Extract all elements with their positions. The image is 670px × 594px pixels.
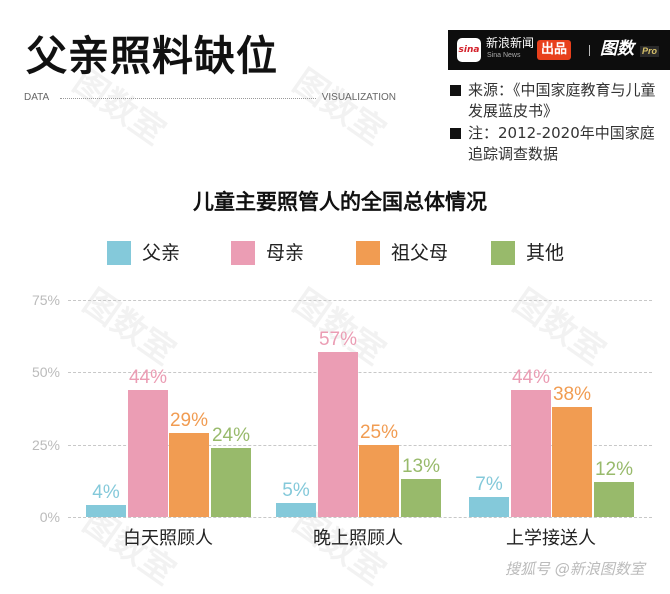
bar: [128, 390, 168, 517]
legend-label: 母亲: [266, 242, 305, 264]
subline-left: DATA: [24, 92, 50, 103]
legend-swatch: [107, 241, 131, 265]
legend-swatch: [491, 241, 515, 265]
legend-label: 父亲: [142, 242, 181, 264]
bullet-square-icon: [450, 85, 461, 96]
subline-right: VISUALIZATION: [321, 92, 396, 103]
gridline: [68, 517, 652, 518]
bar-value-label: 13%: [401, 456, 441, 477]
bar: [169, 433, 209, 517]
bullet-square-icon: [450, 128, 461, 139]
bar-value-label: 57%: [318, 329, 358, 350]
method-note-text: 注：2012-2020年中国家庭追踪调查数据: [468, 124, 655, 163]
method-note: 注：2012-2020年中国家庭追踪调查数据: [450, 123, 665, 167]
data-visualization-subline: DATA VISUALIZATION: [24, 92, 396, 106]
legend-swatch: [231, 241, 255, 265]
banner-separator: [589, 45, 590, 56]
bar-value-label: 7%: [475, 474, 503, 495]
gridline: [68, 372, 652, 373]
dotted-divider: [60, 98, 316, 99]
bar: [276, 503, 316, 517]
bar: [401, 479, 441, 517]
category-label: 白天照顾人: [123, 528, 213, 549]
produced-badge: 出品: [537, 40, 572, 60]
legend-label: 祖父母: [391, 242, 449, 264]
chart-title: 儿童主要照管人的全国总体情况: [193, 190, 487, 214]
bar: [594, 482, 634, 517]
y-tick-0: 0%: [39, 509, 60, 525]
bar-value-label: 5%: [282, 480, 310, 501]
bar-value-label: 38%: [552, 384, 592, 405]
bar-value-label: 44%: [128, 367, 168, 388]
bar: [359, 445, 399, 517]
bar-value-label: 29%: [169, 410, 209, 431]
category-label: 晚上照顾人: [313, 528, 403, 549]
source-note-text: 来源：《中国家庭教育与儿童发展蓝皮书》: [468, 81, 656, 120]
bar: [318, 352, 358, 517]
category-label: 上学接送人: [506, 528, 596, 549]
product-logo: 图数: [600, 39, 634, 59]
pro-badge: Pro: [640, 46, 660, 57]
legend-label: 其他: [526, 242, 565, 264]
page-title: 父亲照料缺位: [26, 32, 278, 80]
y-tick-25: 25%: [31, 437, 60, 453]
bar-value-label: 24%: [211, 425, 251, 446]
bar-value-label: 44%: [511, 367, 551, 388]
bar-value-label: 4%: [92, 482, 120, 503]
y-tick-75: 75%: [31, 292, 60, 308]
brand-cn: 新浪新闻: [486, 36, 535, 50]
bar-value-label: 25%: [359, 422, 399, 443]
plot-area: 4% 44% 29% 24% 5% 57% 25% 13% 7% 44% 38% 12%: [86, 329, 634, 517]
publisher-banner: sina 新浪新闻 Sina News 出品 图数 Pro: [448, 30, 670, 70]
gridline: [68, 300, 652, 301]
bar-value-label: 12%: [594, 459, 634, 480]
sina-logo-icon: sina: [457, 38, 481, 62]
bar: [211, 448, 251, 517]
legend-swatch: [356, 241, 380, 265]
footer-credit: 搜狐号 @新浪图数室: [505, 560, 645, 578]
y-tick-50: 50%: [31, 364, 60, 380]
bar: [552, 407, 592, 517]
source-note: 来源：《中国家庭教育与儿童发展蓝皮书》: [450, 80, 665, 124]
bar: [511, 390, 551, 517]
bar: [86, 505, 126, 517]
brand-en: Sina News: [487, 52, 521, 59]
bar: [469, 497, 509, 517]
